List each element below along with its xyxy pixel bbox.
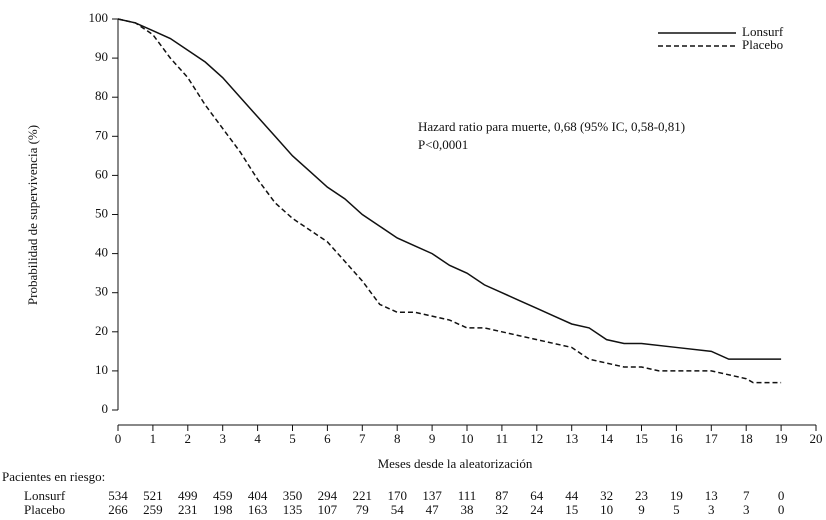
at-risk-value: 54 (391, 502, 405, 517)
at-risk-value: 32 (495, 502, 508, 517)
at-risk-value: 3 (743, 502, 750, 517)
at-risk-value: 259 (143, 502, 163, 517)
at-risk-value: 107 (318, 502, 338, 517)
at-risk-value: 32 (600, 488, 613, 503)
survival-line (117, 18, 782, 384)
at-risk-value: 7 (743, 488, 750, 503)
y-tick-label: 20 (95, 323, 108, 338)
at-risk-value: 10 (600, 502, 613, 517)
at-risk-title: Pacientes en riesgo: (2, 469, 105, 484)
x-tick-label: 8 (394, 431, 401, 446)
at-risk-value: 459 (213, 488, 233, 503)
at-risk-value: 266 (108, 502, 128, 517)
y-tick-label: 0 (102, 401, 109, 416)
x-axis-label: Meses desde la aleatorización (378, 456, 533, 471)
annotation: Hazard ratio para muerte, 0,68 (95% IC, … (418, 119, 685, 134)
x-tick-label: 1 (150, 431, 157, 446)
at-risk-value: 404 (248, 488, 268, 503)
y-tick-label: 70 (95, 127, 108, 142)
legend-label: Lonsurf (742, 24, 784, 39)
at-risk-value: 521 (143, 488, 163, 503)
y-tick-label: 60 (95, 166, 108, 181)
x-tick-label: 4 (254, 431, 261, 446)
at-risk-value: 5 (673, 502, 680, 517)
at-risk-value: 499 (178, 488, 198, 503)
y-axis-label: Probabilidad de supervivencia (%) (25, 125, 40, 305)
at-risk-value: 44 (565, 488, 579, 503)
y-tick-label: 50 (95, 205, 108, 220)
x-tick-label: 7 (359, 431, 366, 446)
at-risk-value: 0 (778, 488, 785, 503)
y-tick-label: 90 (95, 49, 108, 64)
at-risk-value: 38 (461, 502, 474, 517)
at-risk-value: 111 (458, 488, 477, 503)
x-tick-label: 13 (565, 431, 578, 446)
at-risk-value: 294 (318, 488, 338, 503)
x-tick-label: 19 (775, 431, 788, 446)
x-tick-label: 3 (219, 431, 226, 446)
y-tick-label: 30 (95, 284, 108, 299)
x-tick-label: 2 (185, 431, 192, 446)
at-risk-value: 19 (670, 488, 683, 503)
at-risk-value: 231 (178, 502, 198, 517)
at-risk-value: 13 (705, 488, 718, 503)
x-tick-label: 5 (289, 431, 296, 446)
x-tick-label: 20 (810, 431, 823, 446)
at-risk-value: 3 (708, 502, 715, 517)
at-risk-value: 24 (530, 502, 544, 517)
x-tick-label: 17 (705, 431, 719, 446)
at-risk-value: 170 (387, 488, 407, 503)
at-risk-value: 15 (565, 502, 578, 517)
at-risk-value: 350 (283, 488, 303, 503)
at-risk-value: 135 (283, 502, 303, 517)
at-risk-value: 9 (638, 502, 645, 517)
x-tick-label: 6 (324, 431, 331, 446)
x-tick-label: 0 (115, 431, 122, 446)
survival-line (117, 18, 782, 360)
x-tick-label: 10 (461, 431, 474, 446)
legend-label: Placebo (742, 37, 783, 52)
x-tick-label: 12 (530, 431, 543, 446)
at-risk-value: 198 (213, 502, 233, 517)
x-tick-label: 9 (429, 431, 436, 446)
y-tick-label: 10 (95, 362, 108, 377)
at-risk-value: 87 (495, 488, 509, 503)
x-tick-label: 16 (670, 431, 684, 446)
annotation: P<0,0001 (418, 137, 468, 152)
at-risk-value: 221 (353, 488, 373, 503)
y-tick-label: 80 (95, 88, 108, 103)
at-risk-value: 79 (356, 502, 369, 517)
at-risk-value: 0 (778, 502, 785, 517)
at-risk-value: 534 (108, 488, 128, 503)
at-risk-name: Lonsurf (24, 488, 66, 503)
x-tick-label: 15 (635, 431, 648, 446)
at-risk-value: 23 (635, 488, 648, 503)
y-tick-label: 40 (95, 245, 108, 260)
x-tick-label: 18 (740, 431, 753, 446)
y-tick-label: 100 (89, 10, 109, 25)
at-risk-value: 64 (530, 488, 544, 503)
at-risk-value: 47 (426, 502, 440, 517)
x-tick-label: 11 (496, 431, 509, 446)
at-risk-value: 137 (422, 488, 442, 503)
at-risk-value: 163 (248, 502, 268, 517)
at-risk-name: Placebo (24, 502, 65, 517)
x-tick-label: 14 (600, 431, 614, 446)
